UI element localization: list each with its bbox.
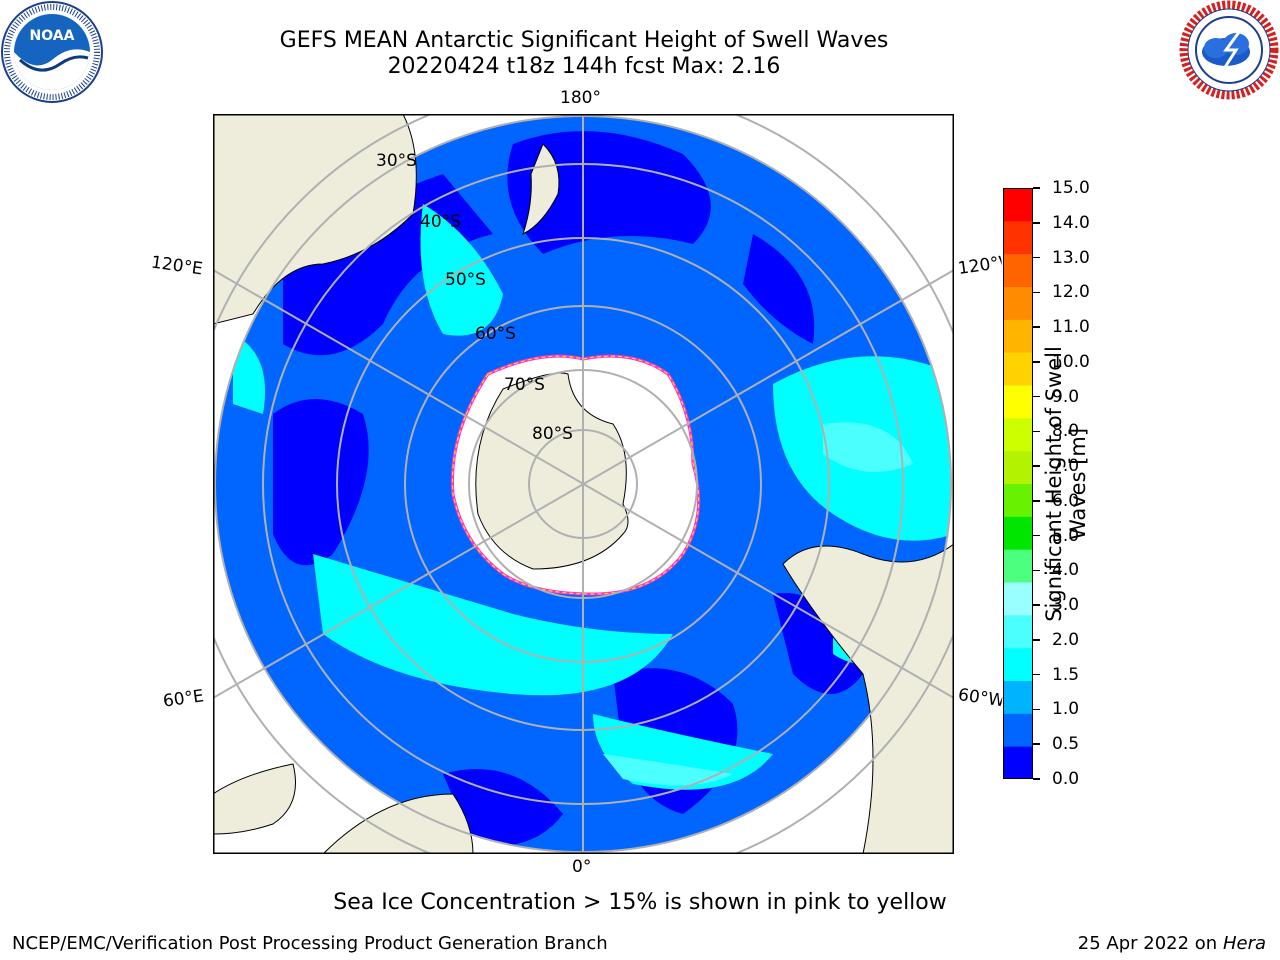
- colorbar-tick-label: 13.0: [1052, 247, 1090, 268]
- lat-label-60s: 60°S: [475, 324, 516, 344]
- lat-label-50s: 50°S: [445, 270, 486, 290]
- colorbar: [1003, 188, 1033, 779]
- madagascar: [213, 763, 296, 835]
- colorbar-tick-mark: [1033, 569, 1040, 572]
- lat-label-30s: 30°S: [376, 151, 417, 171]
- colorbar-tick-label: 10.0: [1052, 351, 1090, 372]
- colorbar-tick-label: 0.0: [1052, 769, 1080, 789]
- colorbar-tick-label: 4.0: [1052, 560, 1080, 581]
- lat-label-80s: 80°S: [532, 424, 573, 444]
- colorbar-tick-mark: [1033, 639, 1040, 641]
- colorbar-tick-mark: [1033, 465, 1040, 467]
- colorbar-tick-label: 8.0: [1052, 421, 1080, 442]
- colorbar-tick-mark: [1033, 500, 1040, 502]
- noaa-logo: NOAA: [1, 1, 103, 103]
- colorbar-tick-mark: [1033, 743, 1040, 745]
- lon-label-60w: 60°W: [956, 685, 1004, 711]
- colorbar-tick-mark: [1033, 187, 1040, 189]
- africa: [322, 793, 474, 854]
- colorbar-bin: [1003, 188, 1033, 222]
- colorbar-tick-mark: [1033, 395, 1040, 398]
- colorbar-bin: [1003, 680, 1033, 714]
- lat-label-70s: 70°S: [504, 375, 545, 395]
- date-label: 25 Apr 2022 on: [1077, 933, 1223, 954]
- colorbar-bin: [1003, 385, 1033, 419]
- colorbar-tick-label: 3.0: [1052, 595, 1080, 616]
- colorbar-bin: [1003, 516, 1033, 550]
- colorbar-bin: [1003, 483, 1033, 517]
- colorbar-bin: [1003, 746, 1033, 779]
- colorbar-bin: [1003, 220, 1033, 255]
- colorbar-tick-label: 5.0: [1052, 525, 1080, 546]
- lon-label-60e: 60°E: [161, 686, 206, 712]
- colorbar-tick-mark: [1033, 673, 1040, 676]
- colorbar-bin: [1003, 614, 1033, 649]
- colorbar-tick-label: 1.5: [1052, 664, 1080, 685]
- colorbar-tick-mark: [1033, 708, 1040, 711]
- colorbar-tick-mark: [1033, 604, 1040, 606]
- nws-logo: [1179, 0, 1279, 100]
- chart-title: GEFS MEAN Antarctic Significant Height o…: [279, 28, 889, 53]
- graticule: [213, 114, 954, 854]
- lon-label-180: 180°: [560, 88, 601, 108]
- colorbar-bin: [1003, 450, 1033, 484]
- colorbar-tick-label: 0.5: [1052, 734, 1080, 755]
- lon-label-120e: 120°E: [149, 252, 204, 280]
- colorbar-tick-mark: [1033, 256, 1040, 259]
- lat-label-40s: 40°S: [420, 212, 461, 232]
- colorbar-tick-label: 7.0: [1052, 456, 1080, 477]
- colorbar-bin: [1003, 417, 1033, 452]
- colorbar-tick-label: 6.0: [1052, 490, 1080, 511]
- colorbar-tick-label: 15.0: [1052, 178, 1090, 198]
- colorbar-tick-mark: [1033, 430, 1040, 433]
- colorbar-tick-mark: [1033, 534, 1040, 537]
- colorbar-tick-label: 1.0: [1052, 699, 1080, 720]
- colorbar-bin: [1003, 647, 1033, 681]
- colorbar-bin: [1003, 713, 1033, 747]
- colorbar-tick-mark: [1033, 291, 1040, 294]
- colorbar-tick-label: 11.0: [1052, 317, 1090, 338]
- colorbar-tick-label: 9.0: [1052, 386, 1080, 407]
- colorbar-bin: [1003, 352, 1033, 386]
- machine-name: Hera: [1222, 933, 1266, 954]
- australia: [213, 114, 417, 325]
- chart-subtitle: 20220424 t18z 144h fcst Max: 2.16: [387, 54, 781, 79]
- colorbar-bin: [1003, 319, 1033, 353]
- colorbar-tick-mark: [1033, 326, 1040, 328]
- noaa-text: NOAA: [30, 28, 75, 44]
- colorbar-bin: [1003, 549, 1033, 583]
- colorbar-frame: [1003, 188, 1033, 779]
- south-america: [782, 543, 954, 854]
- colorbar-tick-mark: [1033, 361, 1040, 363]
- map-border: [213, 114, 954, 854]
- colorbar-tick-mark: [1033, 778, 1040, 780]
- polar-map: [213, 114, 954, 854]
- lon-label-120w: 120°W: [956, 253, 1004, 279]
- colorbar-bin: [1003, 582, 1033, 616]
- colorbar-bin: [1003, 253, 1033, 287]
- date-text: 25 Apr 2022 on Hera: [1078, 933, 1266, 954]
- colorbar-tick-mark: [1033, 222, 1040, 224]
- antarctica: [450, 354, 701, 596]
- sea-ice-note: Sea Ice Concentration > 15% is shown in …: [333, 890, 947, 915]
- credit-text: NCEP/EMC/Verification Post Processing Pr…: [12, 933, 608, 954]
- colorbar-bin: [1003, 286, 1033, 320]
- colorbar-tick-label: 12.0: [1052, 282, 1090, 303]
- lon-label-0: 0°: [572, 857, 592, 877]
- colorbar-tick-label: 2.0: [1052, 629, 1080, 650]
- colorbar-tick-label: 14.0: [1052, 212, 1090, 233]
